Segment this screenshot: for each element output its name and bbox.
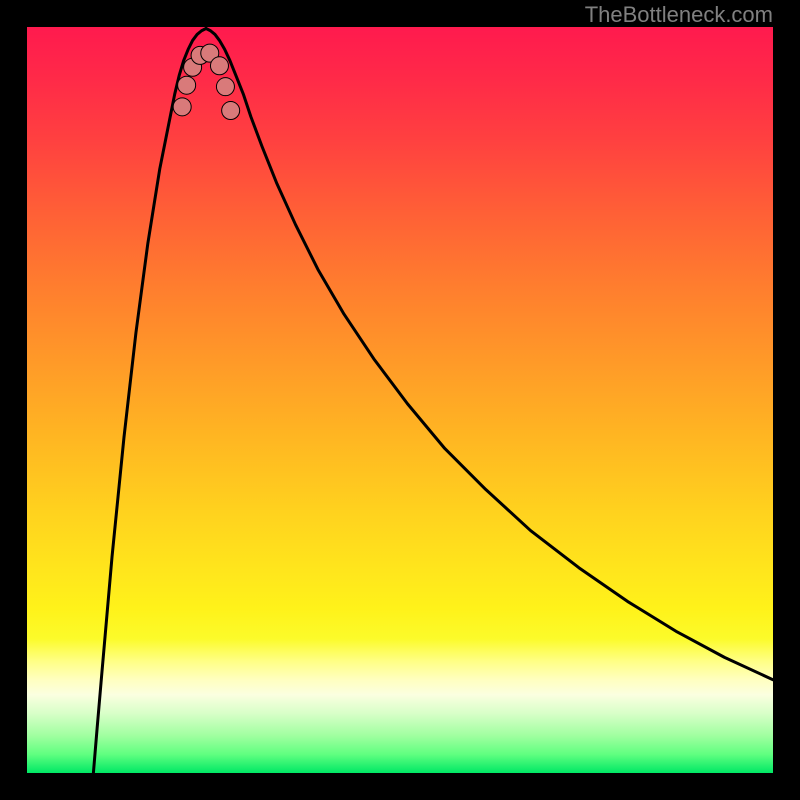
- watermark-text: TheBottleneck.com: [585, 2, 773, 28]
- chart-container: TheBottleneck.com: [0, 0, 800, 800]
- plot-area: [27, 27, 773, 773]
- gradient-background: [27, 27, 773, 773]
